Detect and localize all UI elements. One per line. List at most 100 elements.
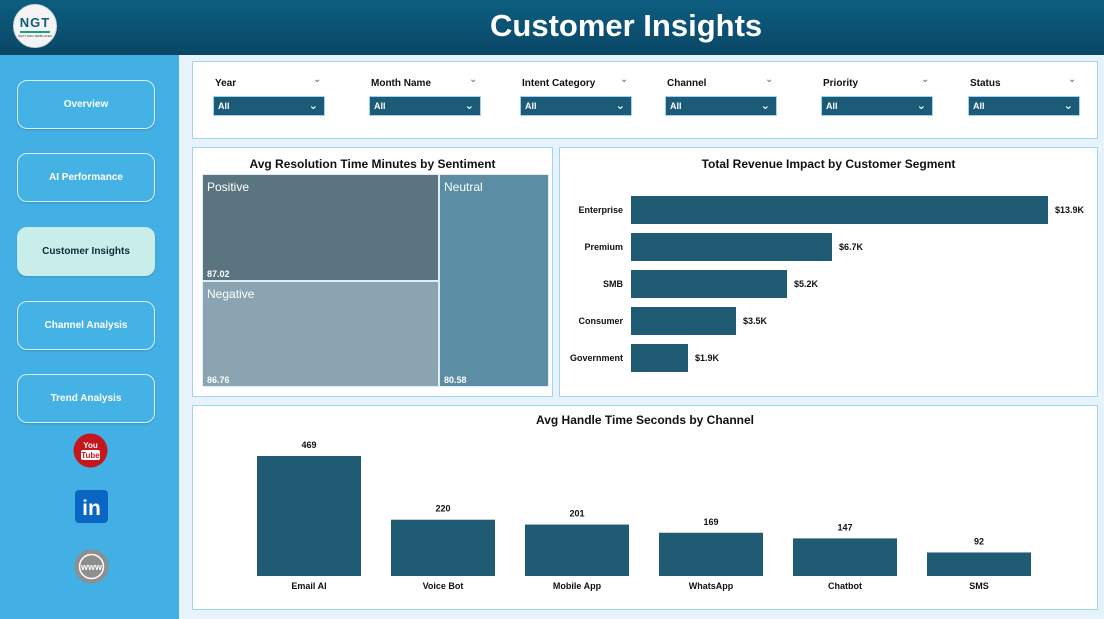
category-label: Chatbot — [828, 581, 862, 591]
category-label: Consumer — [578, 316, 623, 326]
bar[interactable] — [631, 270, 787, 298]
bar[interactable] — [631, 196, 1048, 224]
data-label: $5.2K — [794, 279, 819, 289]
nav-trend-analysis-button[interactable]: Trend Analysis — [17, 374, 155, 423]
filter-value: All — [374, 101, 386, 111]
filter-label: Priority — [823, 78, 859, 89]
filter-value: All — [218, 101, 230, 111]
filter-priority: Priority ⌄ All ⌄ — [821, 62, 933, 140]
revenue-chart-title: Total Revenue Impact by Customer Segment — [701, 157, 956, 171]
globe-icon[interactable]: www — [74, 549, 109, 584]
revenue-bar-chart: Enterprise $13.9K Premium $6.7K SMB $5.2K Cons… — [570, 196, 1085, 372]
company-logo: NGT NEXT GEN TEMPLATES — [13, 4, 57, 48]
filter-value: All — [525, 101, 537, 111]
data-label: 92 — [974, 536, 984, 546]
filter-value: All — [670, 101, 682, 111]
linkedin-icon[interactable]: in — [74, 489, 109, 524]
filter-year-select[interactable]: All ⌄ — [213, 96, 325, 116]
bar[interactable] — [257, 456, 361, 576]
category-label: Mobile App — [553, 581, 602, 591]
youtube-icon[interactable]: You Tube — [73, 433, 108, 468]
filter-label: Month Name — [371, 78, 431, 89]
dropdown-arrow-icon: ⌄ — [464, 100, 474, 112]
bar[interactable] — [631, 344, 688, 372]
dropdown-arrow-icon: ⌄ — [916, 100, 926, 112]
filter-label: Status — [970, 78, 1001, 89]
dropdown-arrow-icon: ⌄ — [1063, 100, 1073, 112]
category-label: SMS — [969, 581, 989, 591]
bar[interactable] — [525, 524, 629, 576]
data-label: 469 — [301, 440, 316, 450]
treemap-cell-negative[interactable]: Negative 86.76 — [202, 281, 439, 387]
handle-time-bar-chart: 469 Email AI 220 Voice Bot 201 Mobile App 169 W… — [257, 440, 1031, 591]
filter-year: Year ⌄ All ⌄ — [213, 62, 325, 140]
treemap-cell-label: Negative — [207, 287, 255, 301]
svg-text:in: in — [82, 497, 101, 520]
filter-intent-category: Intent Category ⌄ All ⌄ — [520, 62, 632, 140]
treemap-cell-value: 80.58 — [444, 375, 467, 385]
chevron-down-icon[interactable]: ⌄ — [1068, 74, 1077, 85]
treemap-card: Avg Resolution Time Minutes by Sentiment… — [192, 147, 553, 397]
filter-label: Channel — [667, 78, 707, 89]
dropdown-arrow-icon: ⌄ — [308, 100, 318, 112]
category-label: Enterprise — [578, 205, 623, 215]
filter-channel: Channel ⌄ All ⌄ — [665, 62, 777, 140]
filter-priority-select[interactable]: All ⌄ — [821, 96, 933, 116]
chevron-down-icon[interactable]: ⌄ — [469, 74, 478, 85]
filter-intent-category-select[interactable]: All ⌄ — [520, 96, 632, 116]
category-label: Voice Bot — [423, 581, 464, 591]
filter-month-name: Month Name ⌄ All ⌄ — [369, 62, 481, 140]
bar[interactable] — [793, 538, 897, 576]
filter-value: All — [826, 101, 838, 111]
nav-ai-performance-button[interactable]: AI Performance — [17, 153, 155, 202]
page-title: Customer Insights — [490, 8, 763, 43]
chevron-down-icon[interactable]: ⌄ — [620, 74, 629, 85]
bar[interactable] — [391, 519, 495, 576]
handle-time-chart-title: Avg Handle Time Seconds by Channel — [535, 413, 755, 427]
svg-text:Tube: Tube — [81, 451, 100, 460]
chevron-down-icon[interactable]: ⌄ — [765, 74, 774, 85]
treemap-cell-positive[interactable]: Positive 87.02 — [202, 174, 439, 281]
filter-status: Status ⌄ All ⌄ — [968, 62, 1080, 140]
treemap-cell-value: 87.02 — [207, 269, 230, 279]
logo-subtext: NEXT GEN TEMPLATES — [18, 33, 52, 38]
logo-text: NGT — [19, 14, 51, 30]
dropdown-arrow-icon: ⌄ — [615, 100, 625, 112]
bar[interactable] — [659, 532, 763, 576]
data-label: $13.9K — [1055, 205, 1085, 215]
chevron-down-icon[interactable]: ⌄ — [921, 74, 930, 85]
data-label: $3.5K — [743, 316, 768, 326]
filter-month-name-select[interactable]: All ⌄ — [369, 96, 481, 116]
filter-panel: Year ⌄ All ⌄ Month Name ⌄ All ⌄ Intent Cat… — [192, 61, 1098, 139]
category-label: Premium — [584, 242, 623, 252]
data-label: $6.7K — [839, 242, 864, 252]
handle-time-chart-card: Avg Handle Time Seconds by Channel 469 Em… — [192, 405, 1098, 610]
filter-status-select[interactable]: All ⌄ — [968, 96, 1080, 116]
svg-text:You: You — [83, 441, 98, 450]
chevron-down-icon[interactable]: ⌄ — [313, 74, 322, 85]
nav-overview-button[interactable]: Overview — [17, 80, 155, 129]
nav-channel-analysis-button[interactable]: Channel Analysis — [17, 301, 155, 350]
treemap-cell-label: Neutral — [444, 180, 483, 194]
treemap-title: Avg Resolution Time Minutes by Sentiment — [249, 157, 496, 171]
treemap-cell-label: Positive — [207, 180, 250, 194]
bar[interactable] — [927, 552, 1031, 576]
filter-label: Year — [215, 78, 237, 89]
sidebar: Overview AI Performance Customer Insight… — [0, 55, 179, 619]
category-label: Government — [570, 353, 623, 363]
nav-customer-insights-button[interactable]: Customer Insights — [17, 227, 155, 276]
bar[interactable] — [631, 233, 832, 261]
bar[interactable] — [631, 307, 736, 335]
category-label: SMB — [603, 279, 624, 289]
data-label: 201 — [569, 509, 584, 519]
filter-channel-select[interactable]: All ⌄ — [665, 96, 777, 116]
header-bar: NGT NEXT GEN TEMPLATES Customer Insights — [0, 0, 1104, 55]
revenue-chart-card: Total Revenue Impact by Customer Segment… — [559, 147, 1098, 397]
treemap-cell-value: 86.76 — [207, 375, 230, 385]
data-label: 220 — [435, 504, 450, 514]
filter-value: All — [973, 101, 985, 111]
svg-text:www: www — [80, 562, 103, 572]
treemap-cell-neutral[interactable]: Neutral 80.58 — [439, 174, 549, 387]
data-label: 169 — [703, 517, 718, 527]
filter-label: Intent Category — [522, 78, 596, 89]
